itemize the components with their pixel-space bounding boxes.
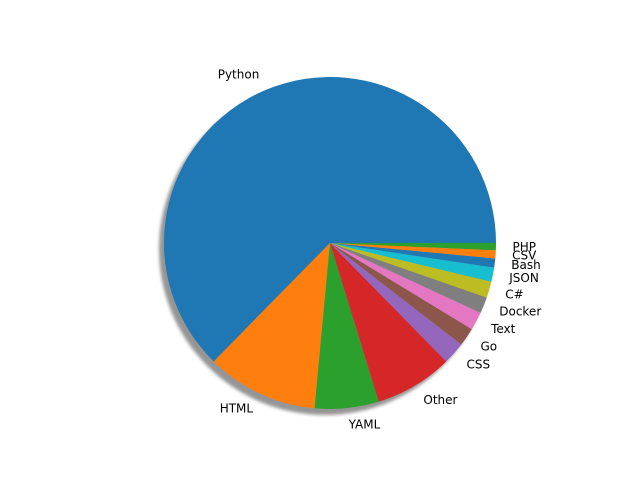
pie-slice-bash	[330, 243, 496, 268]
pie-label-go: Go	[480, 339, 497, 353]
pie-slices	[164, 77, 496, 409]
pie-slice-html	[213, 243, 330, 409]
pie-label-php: PHP	[513, 240, 537, 254]
pie-label-csv: CSV	[512, 248, 537, 262]
pie-slice-other	[330, 243, 447, 402]
pie-label-c-: C#	[505, 287, 523, 301]
pie-label-yaml: YAML	[348, 418, 381, 432]
pie-slice-text	[330, 243, 481, 330]
pie-labels: Python HTML YAML Other CSS Go Text Docker C# JSON…	[218, 68, 542, 432]
pie-slice-go	[330, 243, 472, 345]
pie-slice-docker	[330, 243, 487, 313]
pie-slice-csv	[330, 243, 496, 259]
pie-label-text: Text	[490, 322, 516, 336]
pie-label-other: Other	[423, 393, 457, 407]
pie-label-bash: Bash	[511, 258, 540, 272]
pie-label-css: CSS	[467, 357, 491, 371]
pie-slice-python	[164, 77, 496, 362]
pie-label-docker: Docker	[499, 305, 541, 319]
pie-label-html: HTML	[220, 402, 254, 416]
pie-slice-css	[330, 243, 462, 362]
pie-label-python: Python	[218, 68, 260, 82]
pie-label-json: JSON	[508, 271, 539, 285]
pie-slice-json	[330, 243, 495, 282]
pie-slice-c-	[330, 243, 492, 298]
pie-slice-php	[330, 243, 496, 251]
pie-slice-yaml	[314, 243, 379, 409]
